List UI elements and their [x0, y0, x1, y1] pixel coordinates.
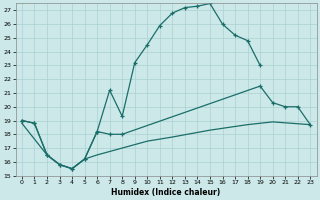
X-axis label: Humidex (Indice chaleur): Humidex (Indice chaleur): [111, 188, 221, 197]
